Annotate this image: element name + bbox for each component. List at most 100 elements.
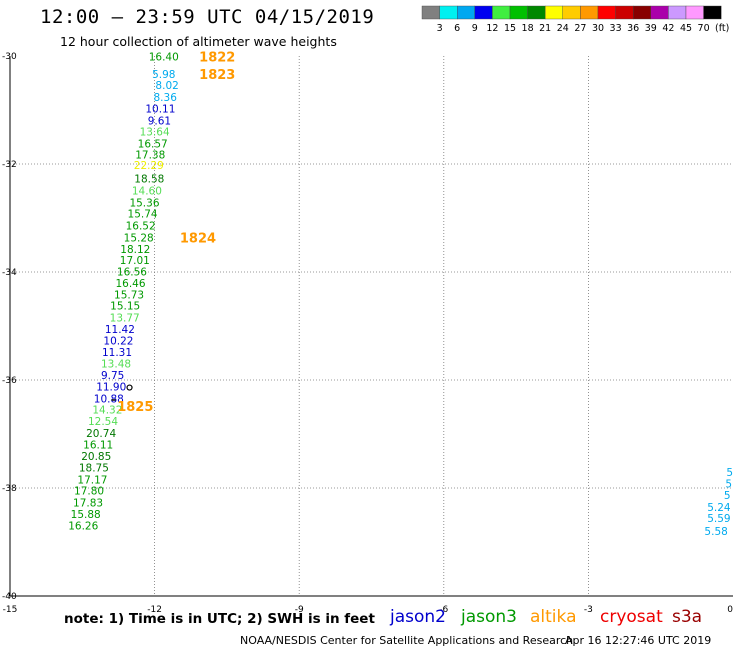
legend-jason2: jason2 <box>390 607 446 627</box>
swh-value-label: 10.88 <box>94 393 124 405</box>
scale-label: 33 <box>610 23 622 34</box>
swh-value-label: 15.74 <box>128 209 158 221</box>
swh-value-label: 13.77 <box>110 312 140 324</box>
scale-swatch <box>421 5 440 20</box>
scale-label: 12 <box>486 23 498 34</box>
x-tick-label: 0 <box>727 605 733 615</box>
swh-value-label: 10.22 <box>103 336 133 348</box>
footer-note: note: 1) Time is in UTC; 2) SWH is in fe… <box>64 611 375 627</box>
swh-value-label: 16.46 <box>115 278 145 290</box>
scale-unit: (ft) <box>715 23 729 34</box>
legend-cryosat: cryosat <box>600 607 663 627</box>
swh-value-label: 9.75 <box>101 370 124 382</box>
swh-value-label: 18.75 <box>79 462 109 474</box>
swh-value-label: 15.73 <box>114 290 144 302</box>
scale-swatch <box>650 5 669 20</box>
swh-value-label: 15.15 <box>110 300 140 312</box>
swh-value-label: 10.11 <box>145 103 175 115</box>
scale-swatch <box>580 5 599 20</box>
y-tick-label: -36 <box>2 376 17 386</box>
y-tick-label: -30 <box>2 52 17 62</box>
x-tick-label: -9 <box>295 605 304 615</box>
scale-label: 42 <box>662 23 674 34</box>
swh-value-label: 5.98 <box>152 69 175 81</box>
swh-value-label: 5.24 <box>707 502 731 514</box>
swh-value-label: 8.36 <box>154 92 178 104</box>
swh-value-label: 18.58 <box>134 174 164 186</box>
swh-value-label: 16.40 <box>149 52 179 64</box>
scale-label: 6 <box>454 23 460 34</box>
swh-value-label: 17.01 <box>120 255 150 267</box>
scale-label: 9 <box>472 23 478 34</box>
legend-altika: altika <box>530 607 577 627</box>
scale-swatch <box>633 5 652 20</box>
scale-label: 36 <box>627 23 639 34</box>
swh-value-label: 15.36 <box>129 197 159 209</box>
swh-value-label: 14.32 <box>92 405 122 417</box>
scale-swatch <box>509 5 528 20</box>
y-tick-label: -34 <box>2 268 17 278</box>
swh-value-label: 5.59 <box>707 513 730 525</box>
scale-label: 39 <box>645 23 657 34</box>
swh-value-label: 11.90 <box>96 381 126 393</box>
swh-value-label: 16.56 <box>117 266 147 278</box>
scale-label: 27 <box>574 23 586 34</box>
y-tick-label: -40 <box>2 592 17 602</box>
scale-swatch <box>597 5 616 20</box>
swh-value-label: 15.28 <box>124 232 154 244</box>
track-marker <box>126 384 133 391</box>
y-tick-label: -38 <box>2 484 17 494</box>
x-tick-label: -15 <box>3 605 18 615</box>
scale-label: 45 <box>680 23 692 34</box>
scale-label: 3 <box>437 23 443 34</box>
x-tick-label: -12 <box>147 605 162 615</box>
swh-value-label: 20.74 <box>86 428 116 440</box>
swh-value-label: 17.83 <box>73 498 103 510</box>
swh-value-label: 5 <box>726 467 733 479</box>
scale-label: 18 <box>522 23 534 34</box>
scale-label: 21 <box>539 23 551 34</box>
swh-value-label: 13.48 <box>101 358 131 370</box>
swh-value-label: 17.38 <box>135 149 165 161</box>
scale-swatch <box>615 5 634 20</box>
swh-value-label: 16.57 <box>138 138 168 150</box>
swh-value-label: 17.80 <box>74 486 104 498</box>
x-tick-label: -6 <box>439 605 448 615</box>
swh-value-label: 13.64 <box>140 127 170 139</box>
scale-swatch <box>562 5 581 20</box>
x-tick-label: -3 <box>584 605 593 615</box>
scale-swatch <box>703 5 722 20</box>
swh-value-label: 12.54 <box>88 416 118 428</box>
pass-time-label: 1822 <box>199 51 235 66</box>
swh-value-label: 11.42 <box>105 324 135 336</box>
scale-swatch <box>492 5 511 20</box>
scale-label: 24 <box>557 23 569 34</box>
scale-swatch <box>457 5 476 20</box>
legend-jason3: jason3 <box>461 607 517 627</box>
swh-value-label: 16.11 <box>83 439 113 451</box>
generated-timestamp: Apr 16 12:27:46 UTC 2019 <box>565 634 712 647</box>
swh-value-label: 18.12 <box>120 244 150 256</box>
swh-value-label: 16.52 <box>126 221 156 233</box>
pass-time-label: 1824 <box>180 231 216 246</box>
swh-value-label: 5 <box>724 490 731 502</box>
swh-value-label: 8.02 <box>155 80 178 92</box>
swh-value-label: 16.26 <box>68 520 98 532</box>
swh-value-label: 14.60 <box>132 185 162 197</box>
swh-value-label: 11.31 <box>102 347 132 359</box>
swh-value-label: 22.29 <box>134 160 164 172</box>
chart-subtitle: 12 hour collection of altimeter wave hei… <box>60 34 337 49</box>
pass-time-label: 1825 <box>117 400 153 415</box>
scale-label: 30 <box>592 23 604 34</box>
scale-swatch <box>685 5 704 20</box>
scale-swatch <box>474 5 493 20</box>
scale-swatch <box>545 5 564 20</box>
y-tick-label: -32 <box>2 160 17 170</box>
legend-s3a: s3a <box>672 607 703 627</box>
swh-value-label: 5.58 <box>704 526 727 538</box>
swh-value-label: 9.61 <box>148 115 171 127</box>
scale-label: 15 <box>504 23 516 34</box>
swh-value-label: 17.17 <box>77 474 107 486</box>
